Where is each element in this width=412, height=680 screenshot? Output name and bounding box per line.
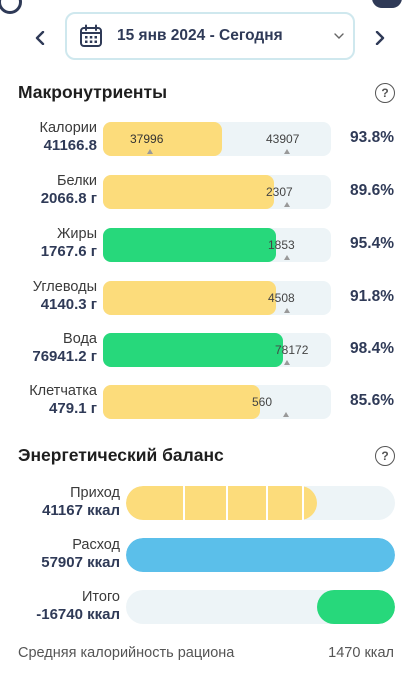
target-marker-icon (284, 202, 290, 207)
energy-section-title: Энергетический баланс (18, 445, 224, 465)
macro-row: Белки 2066.8 г 2307 89.6% (0, 173, 412, 214)
macro-label-group: Вода 76941.2 г (32, 331, 97, 365)
average-calories-value: 1470 ккал (328, 645, 394, 661)
energy-row-expense: Расход 57907 ккал (0, 536, 412, 580)
target-marker-icon (284, 360, 290, 365)
macros-section-title: Макронутриенты (18, 82, 168, 102)
macro-value: 479.1 г (49, 400, 97, 417)
macro-label-group: Жиры 1767.6 г (41, 226, 97, 260)
energy-row-income: Приход 41167 ккал (0, 484, 412, 528)
macro-progress-fill (103, 175, 274, 209)
energy-expense-value: 57907 ккал (41, 554, 120, 571)
date-range-bar: 15 янв 2024 - Сегодня (0, 12, 412, 64)
macro-label-group: Клетчатка 479.1 г (29, 383, 97, 417)
macro-progress-fill (103, 228, 276, 262)
target-marker-icon (284, 255, 290, 260)
macro-value: 4140.3 г (40, 296, 97, 313)
macro-progress-fill (103, 281, 276, 315)
energy-total-track (126, 590, 395, 624)
macro-progress-track: 78172 (103, 333, 331, 367)
macro-progress-fill (103, 333, 283, 367)
macro-progress-track: 2307 (103, 175, 331, 209)
previous-period-button[interactable] (28, 26, 52, 50)
meal-divider (302, 486, 304, 520)
macro-row: Вода 76941.2 г 78172 98.4% (0, 331, 412, 372)
target-marker-icon (283, 412, 289, 417)
macro-row: Углеводы 4140.3 г 4508 91.8% (0, 279, 412, 320)
macro-target-value: 560 (252, 395, 273, 409)
chevron-left-icon (35, 31, 45, 45)
macro-percent: 95.4% (350, 235, 394, 252)
energy-income-value: 41167 ккал (42, 502, 120, 519)
macro-consumed-value: 37996 (130, 132, 164, 146)
date-range-label: 15 янв 2024 - Сегодня (117, 27, 283, 44)
energy-total-value: -16740 ккал (36, 606, 120, 623)
macro-progress-track: 560 (103, 385, 331, 419)
energy-expense-label: Расход (72, 537, 120, 553)
macro-target-value: 43907 (266, 132, 300, 146)
macro-name: Вода (63, 331, 97, 347)
energy-total-label: Итого (82, 589, 120, 605)
target-marker-icon (284, 149, 290, 154)
consumed-marker-icon (147, 149, 153, 154)
macro-row: Калории 41166.8 37996 43907 93.8% (0, 120, 412, 161)
macro-progress-track: 1853 (103, 228, 331, 262)
macro-value: 2066.8 г (40, 190, 97, 207)
energy-income-track (126, 486, 395, 520)
calendar-icon (80, 24, 102, 47)
energy-income-bar (126, 486, 317, 520)
meal-divider (226, 486, 228, 520)
energy-expense-track (126, 538, 395, 572)
macro-name: Жиры (57, 226, 97, 242)
corner-button[interactable] (372, 0, 402, 8)
help-icon[interactable]: ? (375, 83, 395, 103)
chevron-right-icon (375, 31, 385, 45)
macro-progress-track: 4508 (103, 281, 331, 315)
meal-divider (183, 486, 185, 520)
macro-percent: 98.4% (350, 340, 394, 357)
macro-percent: 93.8% (350, 129, 394, 146)
average-calories-label: Средняя калорийность рациона (18, 645, 235, 661)
macro-name: Клетчатка (29, 383, 97, 399)
macro-percent: 89.6% (350, 182, 394, 199)
macro-target-value: 1853 (268, 238, 295, 252)
energy-income-label: Приход (70, 485, 120, 501)
macro-percent: 85.6% (350, 392, 394, 409)
macro-label-group: Белки 2066.8 г (41, 173, 97, 207)
macro-progress-track: 37996 43907 (103, 122, 331, 156)
energy-row-total: Итого -16740 ккал (0, 588, 412, 632)
macro-name: Углеводы (32, 279, 97, 295)
energy-total-bar (317, 590, 395, 624)
macro-row: Клетчатка 479.1 г 560 85.6% (0, 383, 412, 424)
chevron-down-icon (334, 33, 344, 39)
target-marker-icon (284, 308, 290, 313)
average-calories-row: Средняя калорийность рациона 1470 ккал (18, 645, 394, 661)
energy-expense-bar (126, 538, 395, 572)
next-period-button[interactable] (368, 26, 392, 50)
macro-progress-fill (103, 385, 260, 419)
macro-percent: 91.8% (350, 288, 394, 305)
macro-value: 76941.2 г (32, 348, 97, 365)
macro-target-value: 2307 (266, 185, 293, 199)
macro-progress-fill (103, 122, 222, 156)
macro-name: Калории (39, 120, 97, 136)
macro-label-group: Калории 41166.8 (40, 120, 97, 154)
macro-value: 1767.6 г (40, 243, 97, 260)
macro-target-value: 4508 (268, 291, 295, 305)
macro-label-group: Углеводы 4140.3 г (33, 279, 97, 313)
meal-divider (266, 486, 268, 520)
help-icon[interactable]: ? (375, 446, 395, 466)
macro-row: Жиры 1767.6 г 1853 95.4% (0, 226, 412, 267)
corner-decoration-left (0, 0, 22, 14)
macro-name: Белки (56, 173, 97, 189)
date-range-selector[interactable]: 15 янв 2024 - Сегодня (65, 12, 355, 60)
macro-value: 41166.8 (43, 137, 97, 154)
macro-target-value: 78172 (275, 343, 309, 357)
